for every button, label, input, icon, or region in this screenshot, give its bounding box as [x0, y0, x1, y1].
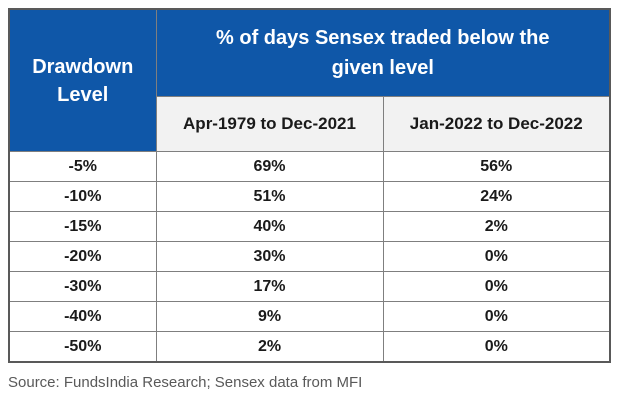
value-cell-period2: 0%: [382, 241, 611, 272]
drawdown-level-cell: -5%: [8, 151, 157, 182]
drawdown-level-cell: -30%: [8, 271, 157, 302]
drawdown-level-cell: -10%: [8, 181, 157, 212]
sub-header-row: Apr-1979 to Dec-2021 Jan-2022 to Dec-202…: [9, 96, 611, 152]
value-cell-period2: 56%: [382, 151, 611, 182]
drawdown-level-cell: -50%: [8, 331, 157, 363]
corner-header-label: Drawdown Level: [32, 55, 134, 106]
value-cell-period1: 30%: [155, 241, 384, 272]
table-row: -20% 30% 0%: [8, 241, 611, 272]
main-header-row: Drawdown Level % of days Sensex traded b…: [8, 8, 611, 152]
table-row: -50% 2% 0%: [8, 331, 611, 363]
value-cell-period2: 0%: [382, 331, 611, 363]
subheader-period1: Apr-1979 to Dec-2021: [155, 96, 384, 152]
table-row: -5% 69% 56%: [8, 151, 611, 182]
value-cell-period1: 51%: [155, 181, 384, 212]
drawdown-level-cell: -20%: [8, 241, 157, 272]
drawdown-level-cell: -15%: [8, 211, 157, 242]
drawdown-table: Drawdown Level % of days Sensex traded b…: [8, 8, 611, 363]
value-cell-period1: 40%: [155, 211, 384, 242]
value-cell-period2: 0%: [382, 271, 611, 302]
value-cell-period1: 9%: [155, 301, 384, 332]
value-cell-period1: 2%: [155, 331, 384, 363]
value-cell-period2: 0%: [382, 301, 611, 332]
value-cell-period1: 69%: [155, 151, 384, 182]
drawdown-level-cell: -40%: [8, 301, 157, 332]
table-row: -10% 51% 24%: [8, 181, 611, 212]
subheader-period2: Jan-2022 to Dec-2022: [382, 96, 611, 152]
table-row: -30% 17% 0%: [8, 271, 611, 302]
table-row: -40% 9% 0%: [8, 301, 611, 332]
main-header-cell: % of days Sensex traded below the given …: [155, 8, 611, 97]
main-header-label: % of days Sensex traded below the given …: [216, 27, 550, 79]
table-row: -15% 40% 2%: [8, 211, 611, 242]
corner-header-cell: Drawdown Level: [8, 8, 157, 152]
value-cell-period1: 17%: [155, 271, 384, 302]
source-attribution: Source: FundsIndia Research; Sensex data…: [8, 374, 363, 391]
value-cell-period2: 24%: [382, 181, 611, 212]
value-cell-period2: 2%: [382, 211, 611, 242]
